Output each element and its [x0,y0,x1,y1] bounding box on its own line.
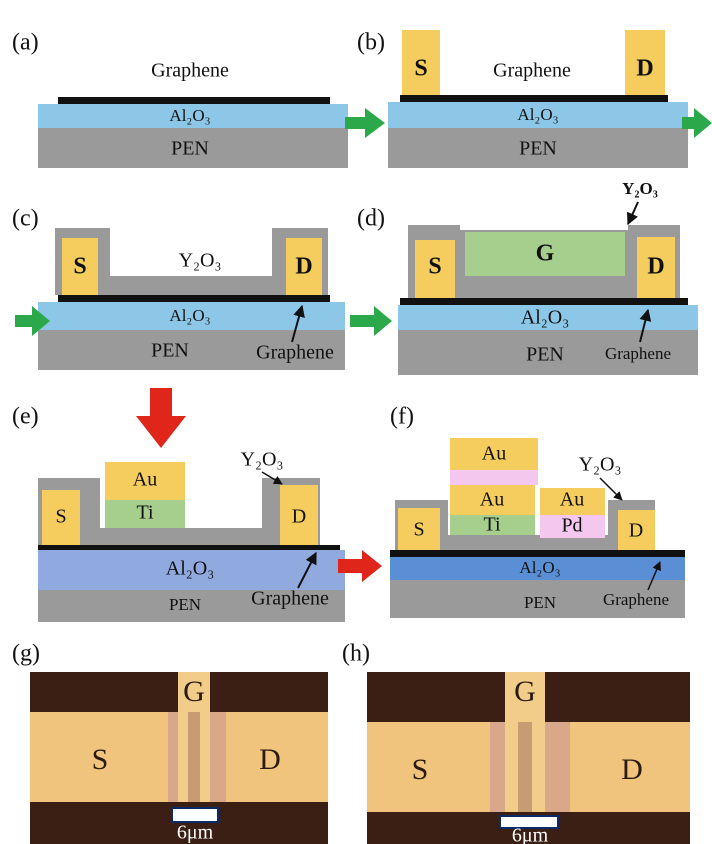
ti-label: Ti [136,502,154,524]
graphene-label: Graphene [151,60,229,82]
source-label: S [73,254,86,280]
al2o3-label: Al₂O₃ [169,306,210,325]
au-label: Au [480,489,504,511]
drain-label: D [636,56,653,82]
graphene-label: Graphene [251,588,329,610]
source-label: S [92,743,109,776]
y2o3-label: Y₂O₃ [579,454,622,476]
drain-label: D [621,753,643,786]
graphene-layer [58,295,330,302]
graphene-layer [390,550,685,557]
graphene-layer [400,298,688,305]
scale-bar [172,808,218,822]
gate-finger [518,722,532,812]
pen-label: PEN [524,593,556,612]
graphene-label: Graphene [605,344,671,363]
al2o3-label: Al₂O₃ [519,558,560,577]
source-label: S [428,254,441,280]
source-label: S [412,753,429,786]
panel-label: (e) [12,404,39,430]
drain-label: D [295,254,312,280]
al2o3-label: Al₂O₃ [169,106,210,125]
panel-label: (h) [342,641,370,667]
source-label: S [55,506,66,528]
pen-label: PEN [526,344,564,366]
au-label: Au [560,489,584,511]
panel-label: (a) [12,30,39,56]
al2o3-label: Al₂O₃ [517,105,558,124]
pen-label: PEN [519,138,557,160]
panel-label: (g) [12,641,40,667]
al2o3-label: Al₂O₃ [521,307,569,329]
gate-label: G [514,675,536,708]
arrow [136,388,186,448]
arrow [345,108,385,138]
panel-label: (c) [12,206,39,232]
drain-label: D [259,743,281,776]
scale-label: 6μm [512,825,549,844]
ti-label: Ti [483,514,501,536]
y2o3-label: Y₂O₃ [241,449,284,471]
fabrication-diagram: (a) Graphene Al₂O₃ PEN (b) S D Graphene … [0,0,712,844]
drain-label: D [647,254,664,280]
drain-label: D [292,506,306,528]
pen-label: PEN [151,340,189,362]
drain-label: D [629,520,643,542]
panel-label: (f) [390,404,414,430]
graphene-layer [38,545,340,550]
pointer [628,202,638,224]
panel-label: (d) [357,206,385,232]
graphene-label: Graphene [256,342,334,364]
gate-label: G [183,675,205,708]
au-label: Au [482,443,506,465]
au-label: Au [133,469,157,491]
graphene-layer [400,95,668,102]
y2o3-label: Y₂O₃ [622,179,658,198]
gate-label: G [536,241,555,267]
panel-label: (b) [357,30,385,56]
pen-label: PEN [169,595,201,614]
arrow [350,306,392,336]
gate-finger [188,712,200,802]
source-label: S [414,56,427,82]
scale-label: 6μm [177,822,214,844]
pen-label: PEN [171,138,209,160]
source-label: S [413,519,424,541]
al2o3-label: Al₂O₃ [166,558,214,580]
graphene-label: Graphene [493,60,571,82]
graphene-layer [58,97,330,104]
pd-label: Pd [561,515,582,537]
pd-layer [450,470,538,485]
y2o3-label: Y₂O₃ [179,250,222,272]
graphene-label: Graphene [603,590,669,609]
